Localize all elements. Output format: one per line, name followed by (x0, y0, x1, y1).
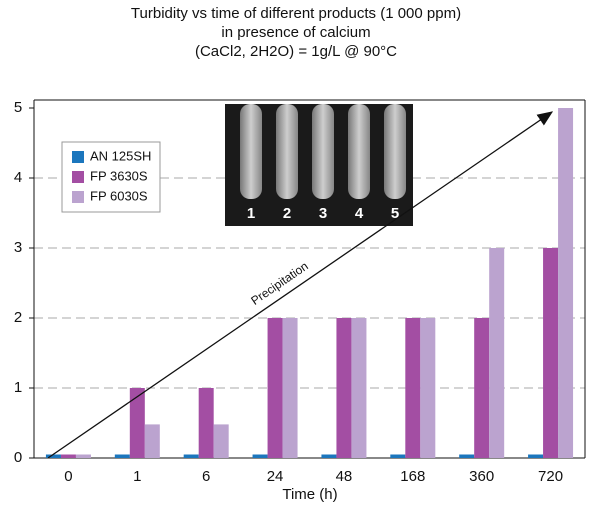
legend-swatch (72, 171, 84, 183)
bar (321, 454, 337, 458)
bar (336, 318, 352, 458)
inset-label: 4 (355, 205, 364, 222)
inset-label: 2 (283, 205, 291, 222)
x-tick-label: 48 (336, 468, 353, 485)
y-tick-label: 2 (14, 309, 22, 326)
inset-label: 1 (247, 205, 255, 222)
bar (558, 108, 574, 458)
tube (384, 104, 406, 199)
bar (528, 454, 544, 458)
bar (474, 318, 490, 458)
y-tick-label: 4 (14, 169, 22, 186)
tube (348, 104, 370, 199)
x-tick-label: 1 (133, 468, 141, 485)
bar (183, 454, 199, 458)
bar (75, 454, 91, 458)
bar (351, 318, 367, 458)
tube (276, 104, 298, 199)
bar (420, 318, 436, 458)
y-tick-label: 5 (14, 99, 22, 116)
bar (489, 248, 505, 458)
bar (198, 388, 214, 458)
bar (129, 388, 145, 458)
y-tick-label: 3 (14, 239, 22, 256)
x-tick-label: 360 (469, 468, 494, 485)
bar (405, 318, 421, 458)
tube (312, 104, 334, 199)
bar (252, 454, 268, 458)
bar (144, 424, 160, 458)
x-tick-label: 24 (267, 468, 284, 485)
bar (390, 454, 406, 458)
x-tick-label: 6 (202, 468, 210, 485)
y-tick-label: 0 (14, 449, 22, 466)
x-tick-label: 720 (538, 468, 563, 485)
chart-title: in presence of calcium (221, 24, 370, 41)
bar (114, 454, 130, 458)
bar (45, 454, 61, 458)
legend-swatch (72, 151, 84, 163)
x-tick-label: 168 (400, 468, 425, 485)
bar (213, 424, 229, 458)
y-tick-label: 1 (14, 379, 22, 396)
bar (60, 454, 76, 458)
bar (459, 454, 475, 458)
bar (543, 248, 559, 458)
tube (240, 104, 262, 199)
chart-title: Turbidity vs time of different products … (131, 5, 461, 22)
chart-title: (CaCl2, 2H2O) = 1g/L @ 90°C (195, 43, 397, 60)
legend-label: FP 3630S (90, 168, 148, 183)
legend-swatch (72, 191, 84, 203)
bar (282, 318, 298, 458)
inset-label: 3 (319, 205, 327, 222)
inset-label: 5 (391, 205, 399, 222)
bar (267, 318, 283, 458)
arrow (47, 111, 554, 459)
x-axis-label: Time (h) (282, 486, 337, 503)
x-tick-label: 0 (64, 468, 72, 485)
legend-label: AN 125SH (90, 148, 151, 163)
legend-label: FP 6030S (90, 188, 148, 203)
